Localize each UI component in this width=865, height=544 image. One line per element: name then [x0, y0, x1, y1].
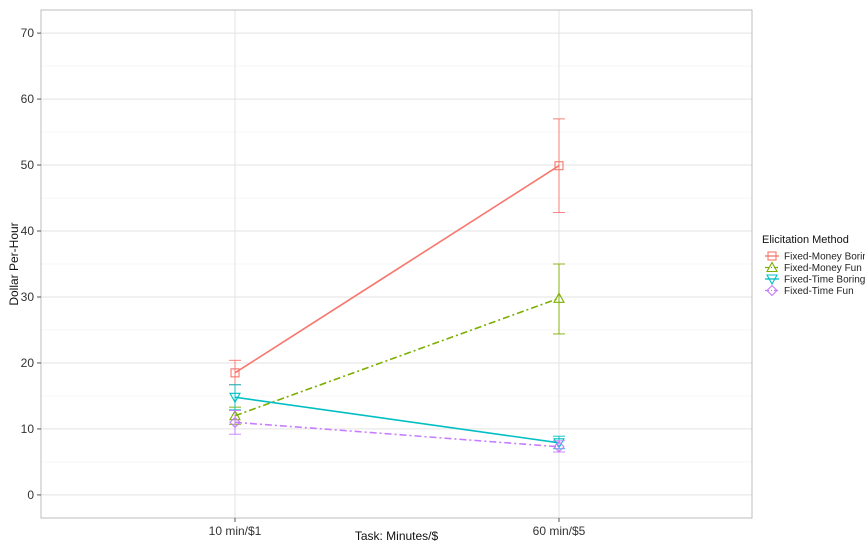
- legend-label: Fixed-Time Boring: [784, 275, 865, 286]
- legend-item: Fixed-Time Boring: [765, 274, 865, 286]
- point-marker-triangle-down: [553, 438, 565, 449]
- legend-item: Fixed-Money Fun: [765, 261, 862, 274]
- point-marker-square: [554, 161, 564, 171]
- point-marker-triangle-up: [766, 261, 778, 273]
- legend-item: Fixed-Money Boring: [765, 251, 865, 263]
- series-fixed-time-fun: [229, 409, 565, 453]
- series-line: [234, 396, 560, 444]
- legend-label: Fixed-Money Boring: [784, 252, 865, 263]
- legend-item: Fixed-Time Fun: [765, 284, 854, 297]
- point-marker-triangle-up: [553, 292, 565, 303]
- x-axis: 10 min/$1 60 min/$5: [209, 518, 586, 538]
- y-tick-label: 60: [21, 92, 35, 106]
- series-line: [234, 165, 560, 374]
- y-tick-label: 70: [21, 26, 35, 40]
- y-axis-title: Dollar Per-Hour: [7, 222, 21, 305]
- y-tick-label: 30: [21, 290, 35, 304]
- legend-label: Fixed-Time Fun: [784, 286, 854, 297]
- legend-label: Fixed-Money Fun: [784, 263, 862, 274]
- y-tick-label: 0: [27, 488, 34, 502]
- point-marker-diamond: [766, 284, 778, 297]
- x-tick-label: 10 min/$1: [209, 524, 262, 538]
- series-line: [234, 421, 560, 448]
- y-tick-label: 20: [21, 356, 35, 370]
- y-tick-label: 50: [21, 158, 35, 172]
- grid: [41, 10, 752, 518]
- y-tick-label: 40: [21, 224, 35, 238]
- y-tick-label: 10: [21, 422, 35, 436]
- point-marker-triangle-down: [229, 392, 241, 404]
- legend: Elicitation Method Fixed-Money BoringFix…: [762, 234, 865, 297]
- point-marker-diamond: [229, 416, 241, 429]
- point-marker-square: [767, 251, 777, 261]
- point-marker-square: [230, 368, 240, 378]
- series-line: [234, 297, 560, 417]
- series-fixed-money-boring: [229, 118, 565, 386]
- point-marker-triangle-down: [766, 274, 778, 286]
- legend-title: Elicitation Method: [762, 234, 849, 246]
- series-layer: [229, 118, 565, 453]
- point-marker-diamond: [553, 440, 565, 453]
- x-tick-label: 60 min/$5: [533, 524, 586, 538]
- y-axis: 0 10 20 30 40 50 60 70: [21, 26, 41, 502]
- series-fixed-time-boring: [229, 384, 565, 450]
- x-axis-title: Task: Minutes/$: [355, 529, 439, 543]
- plot-panel-border: [40, 9, 753, 519]
